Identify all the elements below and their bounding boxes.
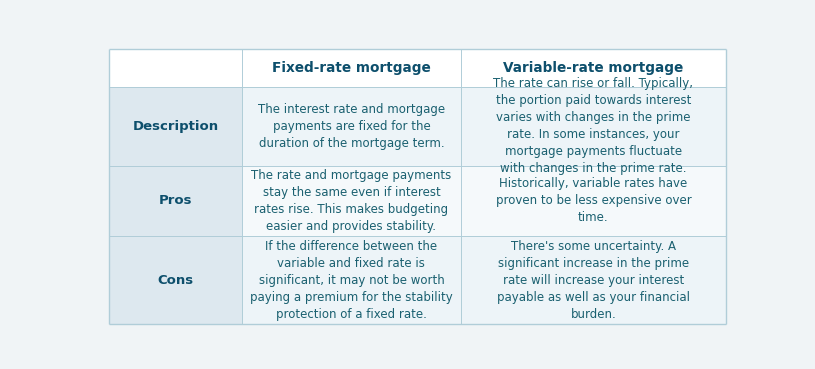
Text: Historically, variable rates have
proven to be less expensive over
time.: Historically, variable rates have proven… [496,177,691,224]
Text: If the difference between the
variable and fixed rate is
significant, it may not: If the difference between the variable a… [250,239,453,321]
Bar [460,236,726,324]
Text: The rate and mortgage payments
stay the same even if interest
rates rise. This m: The rate and mortgage payments stay the … [251,169,452,233]
Text: Fixed-rate mortgage: Fixed-rate mortgage [272,61,431,75]
Text: Variable-rate mortgage: Variable-rate mortgage [503,61,684,75]
Bar [109,236,242,324]
Bar [109,87,242,166]
Bar [460,49,726,87]
Bar [109,49,242,87]
Text: Cons: Cons [157,273,194,287]
Bar [242,87,460,166]
Bar [242,236,460,324]
Text: The rate can rise or fall. Typically,
the portion paid towards interest
varies w: The rate can rise or fall. Typically, th… [493,77,694,175]
Bar [242,166,460,236]
Text: There's some uncertainty. A
significant increase in the prime
rate will increase: There's some uncertainty. A significant … [497,239,689,321]
Bar [242,49,460,87]
Bar [460,87,726,166]
Text: Pros: Pros [159,194,192,207]
Text: Description: Description [133,120,218,132]
Text: The interest rate and mortgage
payments are fixed for the
duration of the mortga: The interest rate and mortgage payments … [258,103,445,149]
Bar [460,166,726,236]
Bar [109,166,242,236]
